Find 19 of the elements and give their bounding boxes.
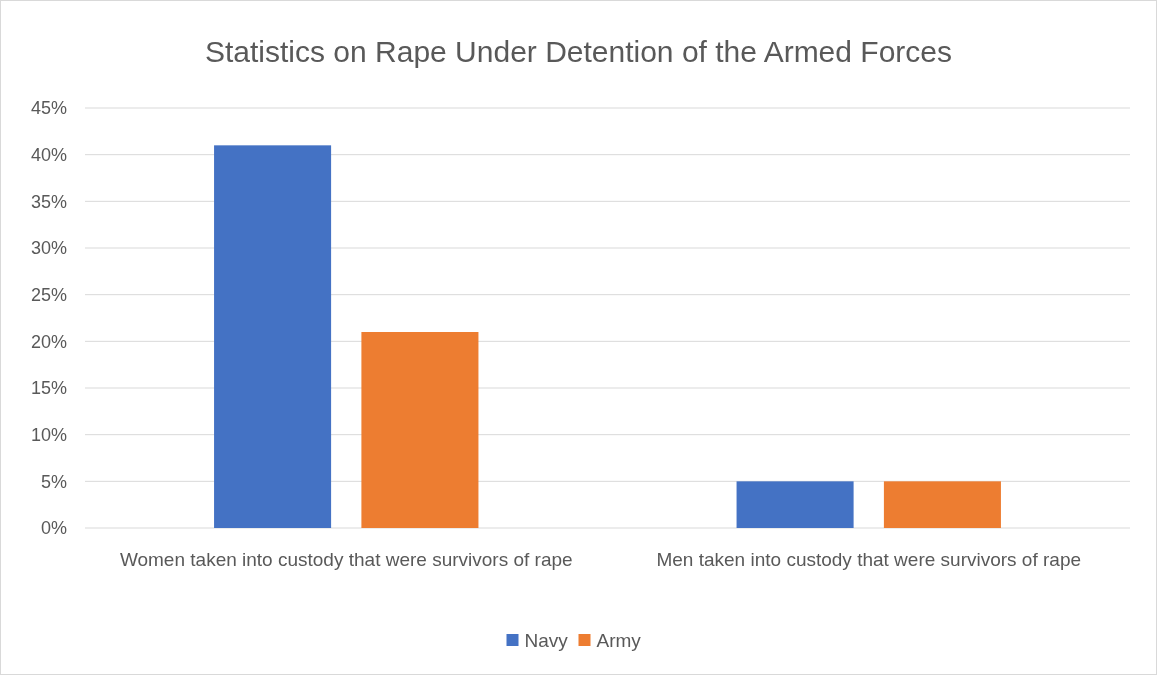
y-tick-label: 25% — [30, 284, 67, 305]
y-tick-label: 35% — [30, 191, 67, 212]
y-tick-label: 40% — [30, 144, 67, 165]
y-tick-label: 0% — [40, 518, 67, 539]
y-tick-label: 5% — [40, 471, 67, 492]
y-tick-label: 30% — [30, 238, 67, 259]
y-tick-label: 45% — [30, 98, 67, 119]
y-tick-label: 20% — [30, 331, 67, 352]
x-tick-label: Women taken into custody that were survivors of rape — [119, 549, 573, 570]
chart-title: Statistics on Rape Under Detention of the Armed Forces — [204, 35, 953, 68]
bar — [361, 332, 479, 528]
x-tick-label: Men taken into custody that were survivors of rape — [656, 549, 1082, 570]
y-tick-label: 15% — [30, 378, 67, 399]
bar — [883, 481, 1001, 528]
y-tick-label: 10% — [30, 424, 67, 445]
bar — [214, 145, 332, 528]
legend-label: Navy — [524, 629, 569, 651]
legend-label: Army — [596, 629, 642, 651]
bar — [736, 481, 854, 528]
